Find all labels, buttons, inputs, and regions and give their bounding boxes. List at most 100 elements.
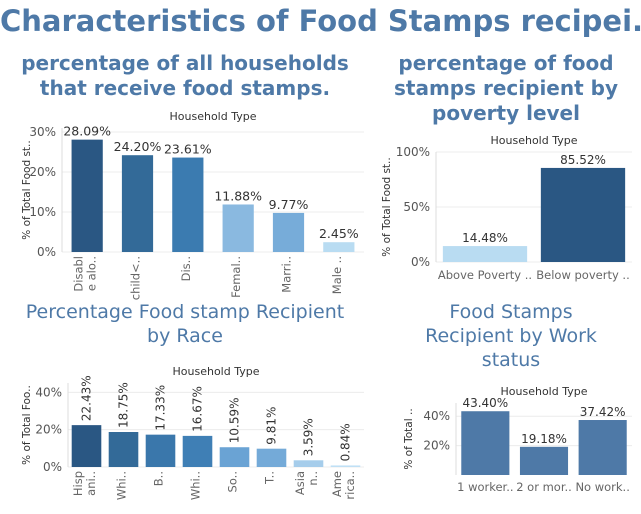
panel-title-line: poverty level	[432, 101, 580, 125]
x-tick-label: e alo..	[85, 256, 99, 291]
household-type-chart: Household Type % of Total Food st.. 0% 10% 2…	[21, 110, 364, 300]
y-tick-label: 20%	[29, 165, 56, 179]
x-tick-label: Whi..	[189, 471, 203, 500]
y-tick-label: 0%	[411, 255, 430, 269]
x-tick-label: Asia	[293, 471, 307, 495]
panel-title-work: Food Stamps Recipient by Work status	[384, 301, 638, 372]
x-tick-label: Hisp	[71, 471, 85, 496]
x-tick-label: n..	[306, 471, 320, 486]
y-tick-label: 40%	[35, 385, 62, 399]
y-tick-label: 50%	[403, 200, 430, 214]
bar	[330, 465, 361, 467]
work-status-chart: Household Type % of Total .. 20% 40% 43.40% 1…	[403, 385, 632, 494]
data-label: 3.59%	[302, 418, 316, 456]
y-tick-label: 40%	[423, 409, 450, 423]
x-tick-label: Male ..	[330, 256, 344, 294]
x-tick-label: Above Poverty ..	[438, 268, 532, 282]
x-tick-label: child<..	[129, 256, 143, 300]
data-label: 85.52%	[560, 153, 606, 167]
y-axis-label: % of Total Foo..	[21, 385, 33, 465]
bar	[71, 425, 102, 467]
y-axis-label: % of Total ..	[403, 408, 415, 469]
x-tick-label: No work..	[575, 480, 629, 494]
chart-title: Household Type	[491, 134, 578, 147]
bar	[182, 435, 213, 467]
data-label: 11.88%	[214, 188, 262, 203]
x-tick-label: Femal..	[229, 256, 243, 298]
bar	[145, 434, 176, 467]
poverty-level-chart: Household Type % of Total Food st.. 0% 50% 1…	[381, 134, 632, 282]
bar	[121, 155, 154, 252]
data-label: 28.09%	[63, 124, 111, 139]
panel-title-line: Percentage Food stamp Recipient	[25, 301, 345, 323]
bar	[272, 212, 305, 252]
x-tick-label: T..	[263, 471, 277, 485]
y-tick-label: 20%	[423, 439, 450, 453]
bar	[323, 242, 355, 252]
chart-title: Household Type	[501, 385, 588, 398]
data-label: 16.67%	[191, 386, 205, 432]
y-tick-label: 20%	[35, 423, 62, 437]
panel-title-line: percentage of food	[398, 51, 614, 75]
bar	[219, 447, 250, 467]
x-tick-label: Below poverty ..	[536, 268, 629, 282]
bar	[293, 460, 324, 467]
data-label: 19.18%	[521, 432, 567, 446]
y-axis-label: % of Total Food st..	[381, 157, 393, 256]
data-label: 24.20%	[114, 139, 162, 154]
bar	[108, 432, 139, 467]
x-tick-label: 1 worker..	[457, 480, 513, 494]
panel-title-line: percentage of all households	[21, 51, 349, 75]
bar	[519, 446, 569, 475]
panel-title-line: that receive food stamps.	[39, 76, 331, 100]
x-tick-label: ani..	[84, 471, 98, 496]
data-label: 23.61%	[164, 142, 212, 157]
x-tick-label: 2 or mor..	[516, 480, 572, 494]
bar	[461, 411, 510, 475]
x-tick-label: So..	[226, 471, 240, 492]
bar	[540, 167, 626, 262]
y-tick-label: 100%	[396, 145, 430, 159]
y-axis-label: % of Total Food st..	[21, 140, 33, 239]
data-label: 37.42%	[580, 405, 626, 419]
y-tick-label: 0%	[43, 460, 62, 474]
y-tick-label: 10%	[29, 205, 56, 219]
x-tick-label: Disabl	[72, 256, 86, 292]
data-label: 2.45%	[319, 226, 359, 241]
panel-title-poverty: percentage of food stamps recipient by p…	[374, 51, 638, 126]
panel-title-line: by Race	[147, 324, 223, 347]
panel-title-household: percentage of all households that receiv…	[4, 51, 366, 101]
panel-title-race: Percentage Food stamp Recipient by Race	[4, 301, 366, 349]
y-tick-label: 0%	[37, 245, 56, 259]
x-tick-label: B..	[152, 471, 166, 486]
panel-title-line: Food Stamps	[449, 301, 573, 323]
x-tick-label: Whi..	[115, 471, 129, 500]
data-label: 9.81%	[265, 407, 279, 445]
chart-title: Household Type	[170, 110, 257, 123]
x-tick-label: rica..	[343, 471, 357, 500]
data-label: 18.75%	[117, 382, 131, 428]
bar	[172, 157, 204, 252]
dashboard-title: Characteristics of Food Stamps recipei..	[0, 4, 641, 38]
bar	[71, 139, 103, 252]
bar	[578, 420, 627, 475]
panel-title-line: Recipient by Work	[425, 324, 597, 347]
x-tick-label: Marri..	[280, 256, 294, 293]
x-tick-label: Dis..	[179, 256, 193, 281]
bar	[256, 448, 287, 467]
bar	[222, 204, 254, 252]
data-label: 9.77%	[269, 197, 309, 212]
data-label: 10.59%	[228, 397, 242, 443]
y-tick-label: 30%	[29, 125, 56, 139]
data-label: 0.84%	[339, 423, 353, 461]
chart-title: Household Type	[173, 365, 260, 378]
panel-title-line: stamps recipient by	[394, 76, 618, 100]
bar	[442, 246, 528, 262]
panel-title-line: status	[481, 348, 541, 371]
race-chart: Household Type % of Total Foo.. 0% 20% 40% 22…	[21, 365, 364, 500]
x-tick-label: Ame	[330, 471, 344, 497]
data-label: 43.40%	[462, 396, 508, 410]
data-label: 22.43%	[80, 375, 94, 421]
data-label: 17.33%	[154, 385, 168, 431]
data-label: 14.48%	[462, 231, 508, 245]
